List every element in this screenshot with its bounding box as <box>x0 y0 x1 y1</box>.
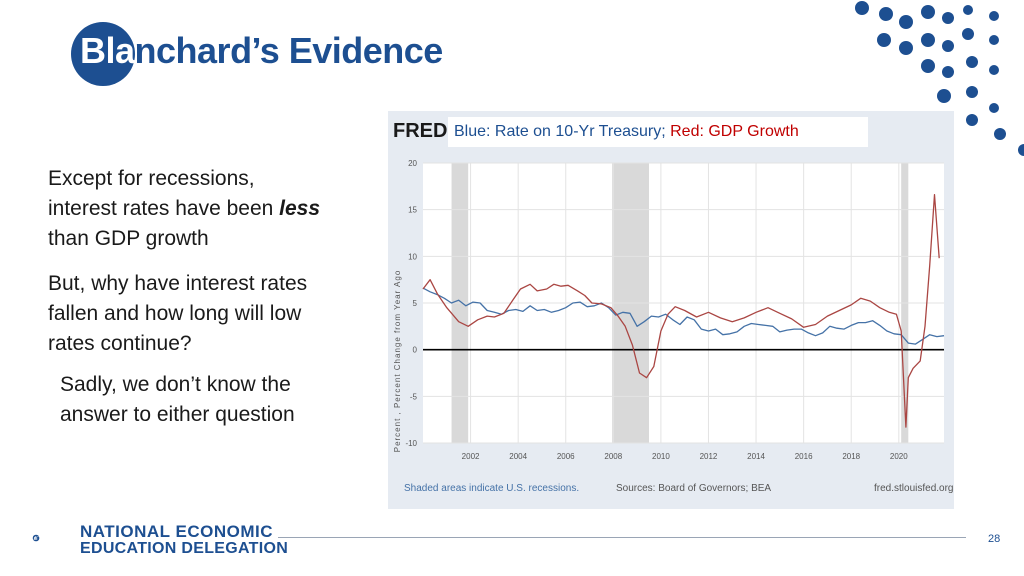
decorative-dot <box>942 12 954 24</box>
x-tick-label: 2010 <box>652 452 670 461</box>
ned-logo-icon <box>32 534 40 542</box>
y-axis-label: Percent , Percent Change from Year Ago <box>393 270 402 453</box>
page-title: Blanchard’s Evidence <box>80 30 443 72</box>
x-tick-label: 2012 <box>700 452 718 461</box>
bullet-2-line-3: rates continue? <box>48 332 192 355</box>
page-number: 28 <box>988 533 1001 545</box>
decorative-dot <box>937 89 951 103</box>
decorative-dot <box>989 35 999 45</box>
footer-left: Shaded areas indicate U.S. recessions. <box>404 483 579 494</box>
title-circle <box>71 22 135 86</box>
y-tick-label: 5 <box>413 299 418 308</box>
decorative-dot <box>963 5 973 15</box>
decorative-dot <box>1018 144 1024 156</box>
bullet-1-line-2-text: interest rates have been <box>48 197 280 220</box>
y-tick-label: 0 <box>413 346 418 355</box>
decorative-dot <box>994 128 1006 140</box>
x-tick-label: 2002 <box>462 452 480 461</box>
decorative-dot <box>855 1 869 15</box>
decorative-dot <box>899 41 913 55</box>
x-tick-label: 2008 <box>604 452 622 461</box>
bullet-2-line-2: fallen and how long will low <box>48 302 302 325</box>
title-part-white: Bla <box>80 30 135 71</box>
decorative-dot <box>966 86 978 98</box>
bullet-3-line-2: answer to either question <box>60 403 295 426</box>
x-tick-label: 2006 <box>557 452 575 461</box>
x-tick-label: 2016 <box>795 452 813 461</box>
x-tick-label: 2014 <box>747 452 765 461</box>
logo-line-1: NATIONAL ECONOMIC <box>80 522 273 541</box>
series-line-gdp <box>422 194 940 428</box>
bullet-2-line-1: But, why have interest rates <box>48 272 308 295</box>
decorative-dot <box>921 59 935 73</box>
footer-mid: Sources: Board of Governors; BEA <box>616 483 771 494</box>
chart-svg: FRED 20 15 10 5 0 -5 -10 2002 2004 2006 2008 2010 2… <box>393 120 954 494</box>
bullet-3-line-1: Sadly, we don’t know the <box>60 373 291 396</box>
bullet-1-emphasis: less <box>279 197 321 220</box>
decorative-dot <box>921 5 935 19</box>
footer-right: fred.stlouisfed.org <box>874 483 954 494</box>
logo-line-2: EDUCATION DELEGATION <box>80 540 289 557</box>
legend-blue: Blue: Rate on 10-Yr Treasury; <box>454 123 666 140</box>
bullet-1-line-1: Except for recessions, <box>48 167 255 190</box>
y-tick-label: -10 <box>405 439 417 448</box>
fred-logo: FRED <box>393 120 447 142</box>
decorative-dot <box>942 40 954 52</box>
decorative-dot <box>877 33 891 47</box>
bullet-1-line-2: interest rates have been less <box>48 194 320 224</box>
decorative-dot <box>989 103 999 113</box>
decorative-dot <box>966 114 978 126</box>
y-tick-label: 10 <box>408 252 417 261</box>
decorative-dot <box>989 65 999 75</box>
decorative-dots <box>855 1 1024 156</box>
decorative-dot <box>942 66 954 78</box>
decorative-dot <box>989 11 999 21</box>
chart-legend: Blue: Rate on 10-Yr Treasury; Red: GDP G… <box>448 117 868 147</box>
decorative-dot <box>879 7 893 21</box>
y-tick-label: -5 <box>410 392 418 401</box>
bullet-1-line-3: than GDP growth <box>48 227 209 250</box>
fred-chart: FRED 20 15 10 5 0 -5 -10 2002 2004 2006 2008 2010 2… <box>388 111 954 509</box>
bullet-3: Sadly, we don’t know the answer to eithe… <box>60 370 295 430</box>
y-tick-label: 15 <box>408 206 417 215</box>
y-tick-label: 20 <box>408 159 417 168</box>
legend-red: Red: GDP Growth <box>670 123 799 140</box>
footer-divider <box>278 537 966 538</box>
bullet-1: Except for recessions, interest rates ha… <box>48 164 320 254</box>
series-line-treasury <box>422 287 945 345</box>
decorative-dot <box>921 33 935 47</box>
decorative-dot <box>966 56 978 68</box>
decorative-dot <box>962 28 974 40</box>
title-part-blue: nchard’s Evidence <box>134 30 444 71</box>
x-tick-label: 2020 <box>890 452 908 461</box>
x-tick-label: 2018 <box>842 452 860 461</box>
decorative-dot <box>899 15 913 29</box>
bullet-2: But, why have interest rates fallen and … <box>48 269 307 359</box>
x-tick-label: 2004 <box>509 452 527 461</box>
